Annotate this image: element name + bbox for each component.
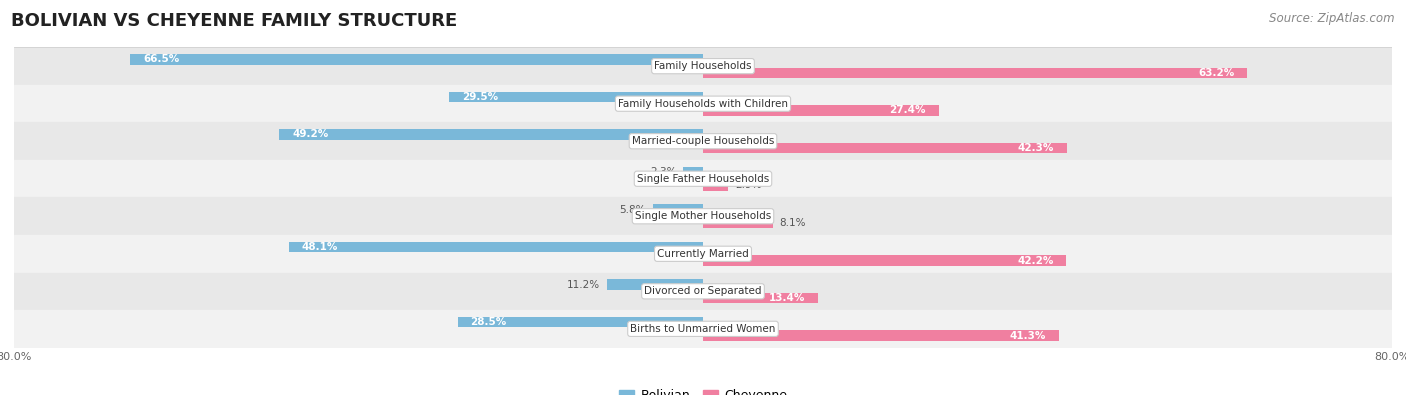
Text: Family Households with Children: Family Households with Children <box>619 99 787 109</box>
Text: 5.8%: 5.8% <box>620 205 647 214</box>
Bar <box>131 54 703 65</box>
Text: 29.5%: 29.5% <box>461 92 498 102</box>
Text: 41.3%: 41.3% <box>1010 331 1046 340</box>
Bar <box>14 198 1392 235</box>
Bar <box>280 129 703 140</box>
Text: 27.4%: 27.4% <box>890 105 927 115</box>
Text: Single Father Households: Single Father Households <box>637 174 769 184</box>
Text: 66.5%: 66.5% <box>143 55 180 64</box>
Bar <box>449 92 703 102</box>
Bar <box>703 143 1067 153</box>
Bar <box>703 293 818 303</box>
Legend: Bolivian, Cheyenne: Bolivian, Cheyenne <box>614 384 792 395</box>
Bar <box>703 218 773 228</box>
Bar <box>652 204 703 215</box>
Bar <box>457 317 703 327</box>
Text: Source: ZipAtlas.com: Source: ZipAtlas.com <box>1270 12 1395 25</box>
Text: 11.2%: 11.2% <box>567 280 599 290</box>
Text: 2.9%: 2.9% <box>735 181 762 190</box>
Bar <box>14 122 1392 160</box>
Bar <box>14 310 1392 348</box>
Text: Single Mother Households: Single Mother Households <box>636 211 770 221</box>
Text: 48.1%: 48.1% <box>302 242 337 252</box>
Bar <box>703 68 1247 78</box>
Text: Divorced or Separated: Divorced or Separated <box>644 286 762 296</box>
Bar <box>703 180 728 191</box>
Bar <box>288 242 703 252</box>
Bar <box>683 167 703 177</box>
Text: 42.3%: 42.3% <box>1018 143 1054 153</box>
Text: Births to Unmarried Women: Births to Unmarried Women <box>630 324 776 334</box>
Text: Married-couple Households: Married-couple Households <box>631 136 775 146</box>
Bar <box>703 105 939 116</box>
Bar <box>14 235 1392 273</box>
Text: 13.4%: 13.4% <box>769 293 806 303</box>
Text: 49.2%: 49.2% <box>292 130 329 139</box>
Bar <box>14 273 1392 310</box>
Bar <box>14 47 1392 85</box>
Text: 42.2%: 42.2% <box>1017 256 1053 265</box>
Text: 2.3%: 2.3% <box>650 167 676 177</box>
Bar <box>606 279 703 290</box>
Bar <box>703 255 1066 266</box>
Text: Currently Married: Currently Married <box>657 249 749 259</box>
Bar <box>14 160 1392 198</box>
Text: Family Households: Family Households <box>654 61 752 71</box>
Bar <box>703 330 1059 341</box>
Bar <box>14 85 1392 122</box>
Text: 28.5%: 28.5% <box>471 317 506 327</box>
Text: 63.2%: 63.2% <box>1198 68 1234 78</box>
Text: BOLIVIAN VS CHEYENNE FAMILY STRUCTURE: BOLIVIAN VS CHEYENNE FAMILY STRUCTURE <box>11 12 457 30</box>
Text: 8.1%: 8.1% <box>780 218 806 228</box>
